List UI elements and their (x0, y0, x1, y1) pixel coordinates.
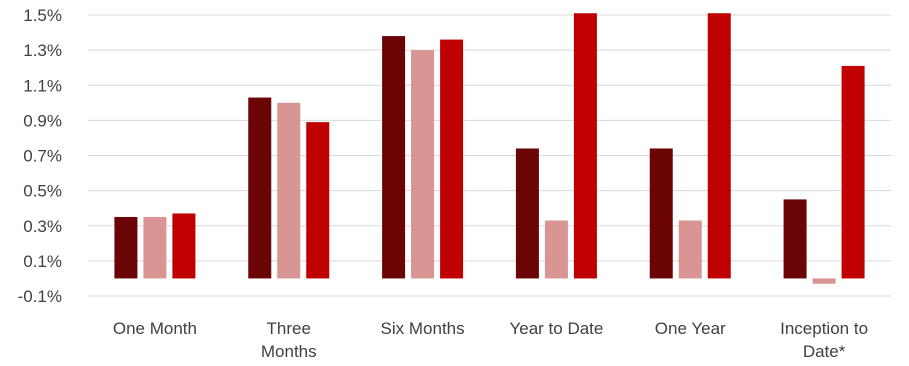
bar (573, 13, 597, 279)
bar (707, 13, 731, 279)
x-category-label: One Month (113, 319, 197, 338)
bar (382, 36, 406, 279)
y-tick-label: 0.7% (23, 147, 62, 166)
x-category-label: Months (261, 342, 317, 361)
y-tick-label: 0.3% (23, 217, 62, 236)
x-axis-category-labels: One Month Three Months Six Months Year to Da… (113, 319, 868, 361)
bar (306, 122, 330, 279)
bar (172, 213, 196, 279)
x-category-label: One Year (655, 319, 726, 338)
bar (411, 50, 435, 279)
y-tick-label: -0.1% (18, 287, 62, 306)
y-tick-label: 0.1% (23, 252, 62, 271)
bar (544, 220, 568, 279)
bar (114, 216, 138, 279)
x-category-label: Date* (803, 342, 846, 361)
bar (248, 97, 272, 279)
bar (143, 216, 167, 279)
bar (440, 39, 464, 279)
y-tick-label: 1.5% (23, 6, 62, 25)
bar (277, 102, 301, 279)
bar (649, 148, 673, 279)
y-tick-label: 1.1% (23, 76, 62, 95)
bars (114, 13, 865, 284)
bar (841, 65, 865, 279)
y-axis-tick-labels: -0.1% 0.1% 0.3% 0.5% 0.7% 0.9% 1.1% 1.3% 1.5% (18, 6, 62, 306)
bar (515, 148, 539, 279)
bar (783, 199, 807, 279)
x-category-label: Inception to (780, 319, 868, 338)
x-category-label: Year to Date (509, 319, 603, 338)
x-category-label: Three (267, 319, 311, 338)
x-category-label: Six Months (381, 319, 465, 338)
y-tick-label: 0.9% (23, 111, 62, 130)
y-tick-label: 1.3% (23, 41, 62, 60)
gridlines (88, 14, 891, 297)
y-tick-label: 0.5% (23, 182, 62, 201)
bar (812, 278, 836, 284)
bar (678, 220, 702, 279)
